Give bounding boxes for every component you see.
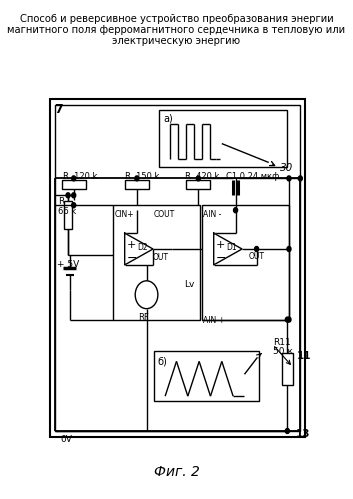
Text: COUT: COUT xyxy=(154,210,175,219)
Circle shape xyxy=(285,317,289,322)
Text: CIN+: CIN+ xyxy=(114,210,134,219)
Text: AIN -: AIN - xyxy=(203,210,222,219)
Text: 0V: 0V xyxy=(61,435,73,444)
Text: Lv: Lv xyxy=(184,280,194,289)
Bar xyxy=(154,351,259,401)
Circle shape xyxy=(72,203,76,208)
Text: электрическую энергию: электрическую энергию xyxy=(112,36,240,46)
Bar xyxy=(282,353,293,385)
Text: −: − xyxy=(126,252,137,265)
Circle shape xyxy=(135,176,139,181)
Circle shape xyxy=(72,176,76,181)
Circle shape xyxy=(66,193,70,198)
Bar xyxy=(55,105,300,431)
Polygon shape xyxy=(125,233,153,265)
Text: а): а) xyxy=(163,114,173,124)
Text: б): б) xyxy=(158,356,168,366)
Text: OUT: OUT xyxy=(249,252,264,261)
Text: Фиг. 2: Фиг. 2 xyxy=(154,465,199,479)
Text: C1 0.24 мкф: C1 0.24 мкф xyxy=(226,173,279,182)
Text: OUT: OUT xyxy=(153,253,169,262)
Bar xyxy=(160,110,287,168)
Text: +: + xyxy=(126,240,136,250)
Text: магнитного поля ферромагнитного сердечника в тепловую или: магнитного поля ферромагнитного сердечни… xyxy=(7,25,346,35)
Circle shape xyxy=(285,429,289,434)
Text: R  120 k: R 120 k xyxy=(63,173,97,182)
Text: +: + xyxy=(215,240,225,250)
Text: D1: D1 xyxy=(227,243,237,252)
Text: 30: 30 xyxy=(280,164,293,174)
Circle shape xyxy=(287,176,291,181)
Circle shape xyxy=(135,281,158,309)
Text: −: − xyxy=(215,252,226,265)
Text: R  150 k: R 150 k xyxy=(125,173,159,182)
Bar xyxy=(125,180,149,189)
Circle shape xyxy=(287,247,291,251)
Text: AIN +: AIN + xyxy=(203,316,225,325)
Bar xyxy=(202,205,289,319)
Text: R: R xyxy=(58,197,65,206)
Bar xyxy=(61,180,86,189)
Text: 7: 7 xyxy=(54,103,63,116)
Text: R11: R11 xyxy=(273,337,291,346)
Text: D2: D2 xyxy=(138,243,148,252)
Text: RF: RF xyxy=(138,313,149,322)
Circle shape xyxy=(287,317,291,322)
Text: 50 к: 50 к xyxy=(273,347,293,356)
Text: 13: 13 xyxy=(295,429,310,439)
Bar xyxy=(186,180,210,189)
Circle shape xyxy=(72,193,76,198)
Circle shape xyxy=(298,176,302,181)
Bar xyxy=(64,201,72,229)
Circle shape xyxy=(255,247,259,251)
Circle shape xyxy=(234,208,238,213)
Text: 11: 11 xyxy=(297,351,312,361)
Text: 66 k: 66 k xyxy=(58,207,76,216)
Circle shape xyxy=(196,176,201,181)
Bar xyxy=(113,205,200,319)
Polygon shape xyxy=(214,233,242,265)
Text: Способ и реверсивное устройство преобразования энергии: Способ и реверсивное устройство преобраз… xyxy=(20,14,333,24)
Text: + 5V: + 5V xyxy=(57,260,79,269)
Text: 1.23V: 1.23V xyxy=(137,289,156,295)
Bar xyxy=(50,99,305,437)
Text: R  420 k: R 420 k xyxy=(185,173,220,182)
